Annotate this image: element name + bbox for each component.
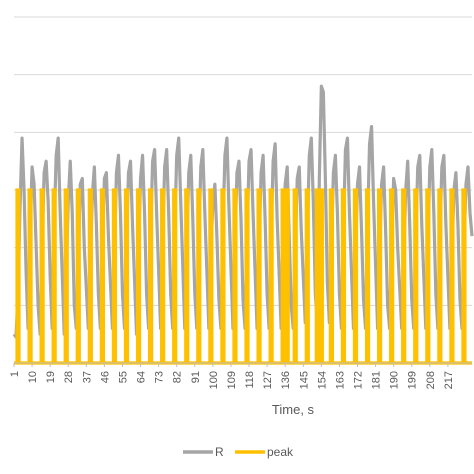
x-axis-title: Time, s — [272, 402, 315, 417]
x-tick-label: 118 — [244, 371, 256, 389]
x-tick-label: 145 — [298, 371, 310, 389]
x-tick-label: 163 — [334, 371, 346, 389]
x-tick-label: 46 — [99, 371, 111, 383]
x-tick-label: 91 — [190, 371, 202, 383]
x-tick-label: 100 — [208, 371, 220, 389]
x-tick-label: 190 — [389, 371, 401, 389]
x-tick-label: 109 — [226, 371, 238, 389]
x-tick-label: 154 — [316, 371, 328, 389]
x-tick-label: 181 — [371, 371, 383, 389]
x-tick-label: 64 — [136, 371, 148, 383]
legend-label-r: R — [215, 445, 224, 459]
series-layer — [12, 84, 474, 365]
x-tick-label: 1 — [9, 371, 21, 377]
x-tick-label: 127 — [262, 371, 274, 389]
x-tick-label: 28 — [63, 371, 75, 383]
x-tick-label: 217 — [443, 371, 455, 389]
x-tick-label: 82 — [172, 371, 184, 383]
x-tick-label: 37 — [81, 371, 93, 383]
x-axis: 1 10 19 28 37 46 55 64 73 82 91 100 109 118 127 136 145 1… — [9, 362, 472, 389]
x-tick-label: 10 — [27, 371, 39, 383]
x-tick-label: 19 — [45, 371, 57, 383]
x-tick-label: 73 — [154, 371, 166, 383]
x-tick-label: 172 — [353, 371, 365, 389]
legend-label-peak: peak — [267, 445, 294, 459]
x-tick-label: 208 — [425, 371, 437, 389]
x-tick-label: 136 — [280, 371, 292, 389]
x-tick-label: 55 — [117, 371, 129, 383]
x-tick-label: 199 — [407, 371, 419, 389]
